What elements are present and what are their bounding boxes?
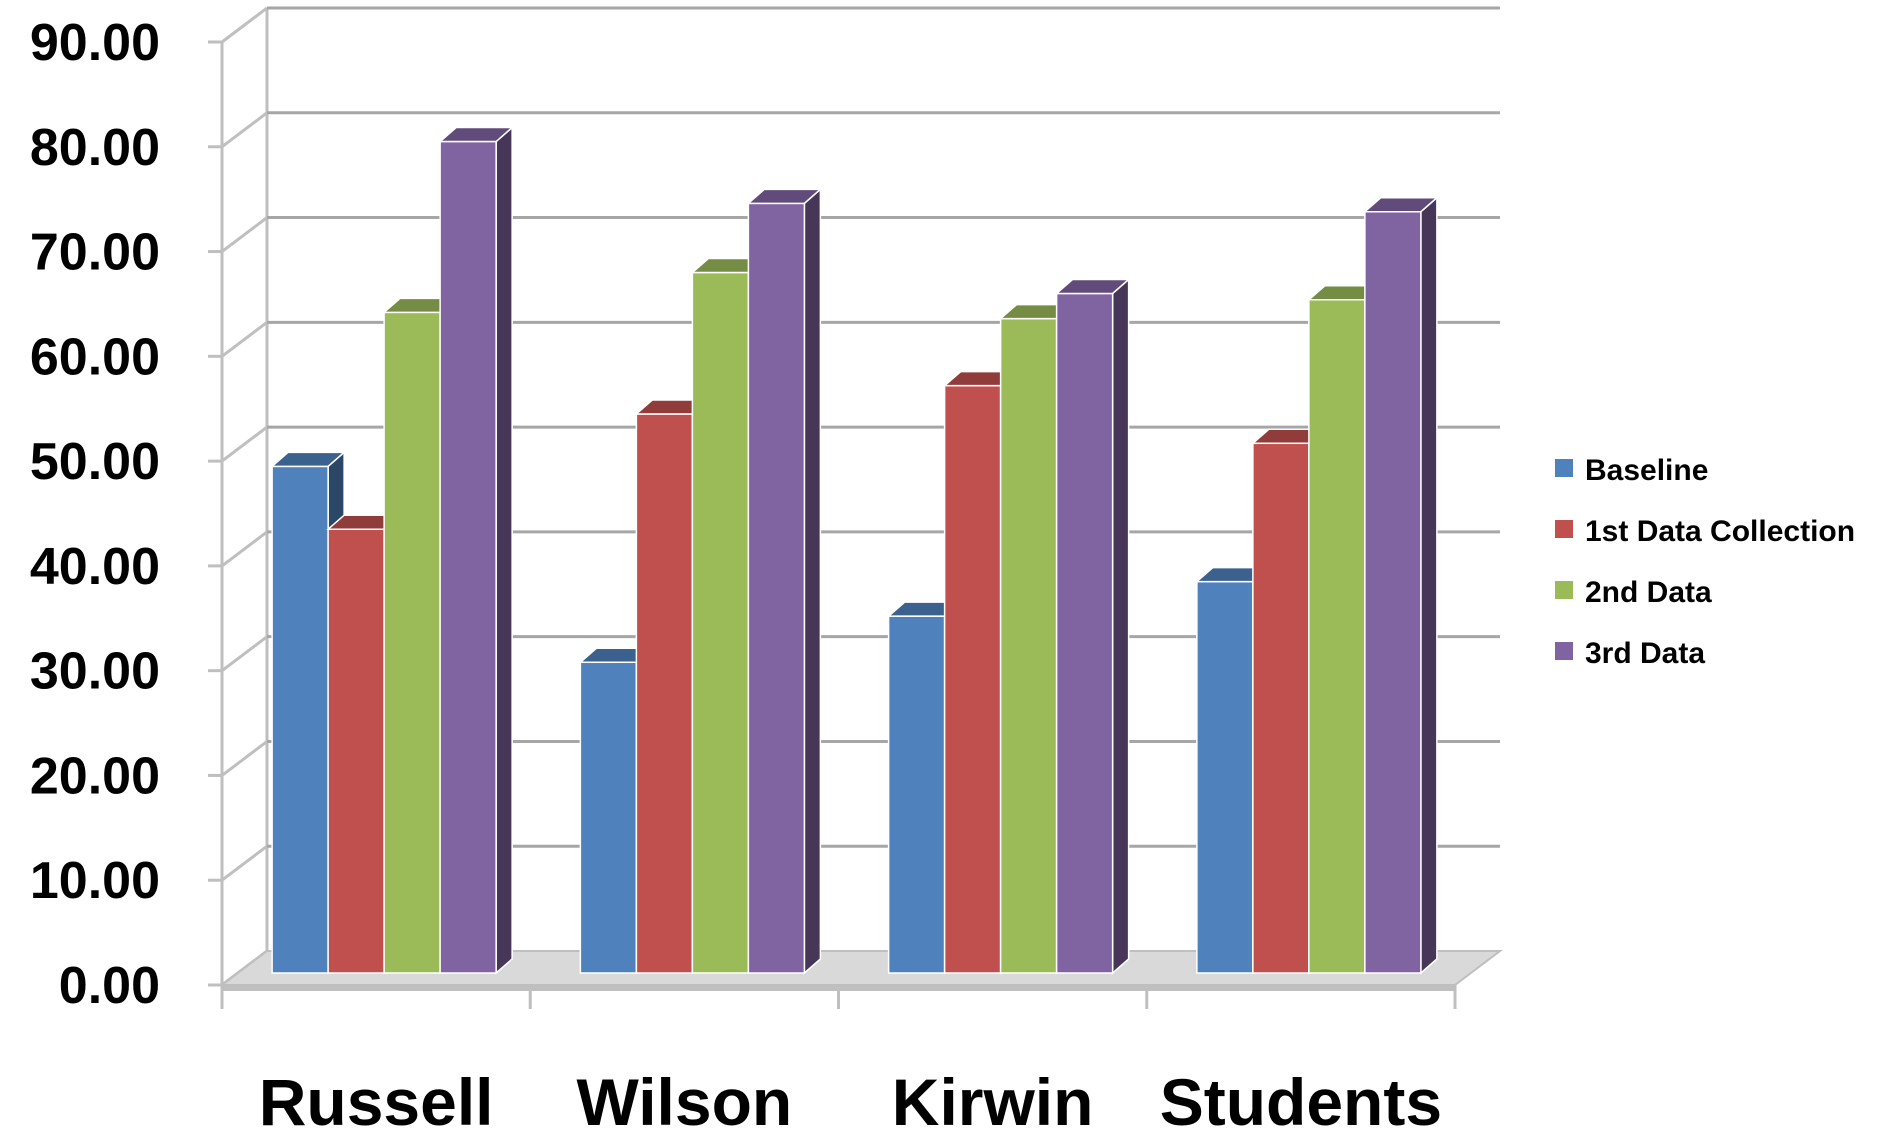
- y-tick-label: 10.00: [30, 852, 160, 910]
- bar-front: [1252, 442, 1310, 974]
- bar-front: [1055, 292, 1114, 974]
- bar-front: [635, 413, 694, 974]
- x-tick-label: Wilson: [577, 1065, 793, 1131]
- chart-walls: [220, 8, 269, 985]
- y-tick-label: 50.00: [30, 433, 160, 491]
- bar-front: [383, 311, 441, 974]
- y-tick-label: 60.00: [30, 328, 160, 386]
- gridline-side: [221, 216, 268, 253]
- gridline-side: [221, 530, 268, 568]
- bar-front: [271, 465, 329, 974]
- x-tick-label: Russell: [259, 1065, 494, 1131]
- y-tick-label: 0.00: [59, 957, 160, 1015]
- bar-side: [803, 187, 822, 975]
- x-tick-label: Students: [1160, 1065, 1442, 1131]
- bar: [1362, 196, 1439, 975]
- bar-top: [746, 188, 823, 205]
- bar-front: [1364, 210, 1422, 974]
- legend-label: 1st Data Collection: [1585, 515, 1855, 548]
- y-tick-label: 30.00: [30, 643, 160, 701]
- gridline-side: [221, 321, 268, 358]
- bar-front: [1308, 299, 1366, 974]
- gridline-side: [221, 425, 268, 463]
- bar-front: [999, 317, 1058, 974]
- bar-top: [1054, 278, 1131, 295]
- legend-swatch: [1555, 642, 1573, 660]
- bar-front: [943, 384, 1002, 974]
- bar-front: [691, 271, 750, 974]
- x-tick-label: Kirwin: [892, 1065, 1094, 1131]
- bar-top: [438, 126, 515, 143]
- bar-front: [747, 202, 806, 974]
- bar-front: [1196, 580, 1254, 974]
- bar-side: [495, 125, 513, 975]
- legend-swatch: [1555, 581, 1573, 599]
- y-tick-label: 90.00: [30, 14, 160, 72]
- legend-label: 2nd Data: [1585, 576, 1712, 609]
- bar-top: [1362, 196, 1439, 213]
- y-tick-label: 40.00: [30, 538, 160, 596]
- bar: [746, 187, 823, 975]
- y-tick-label: 70.00: [30, 224, 160, 282]
- gridline-side: [221, 845, 268, 882]
- bar-front: [327, 528, 385, 974]
- bar: [1054, 277, 1131, 975]
- legend-label: 3rd Data: [1585, 637, 1705, 670]
- gridline-side: [221, 740, 268, 777]
- bar: [438, 125, 515, 975]
- y-axis: 0.00 10.00 20.00 30.00 40.00 50.00 60.00 70.00 8…: [30, 14, 160, 1015]
- x-axis: Russell Wilson Kirwin Students: [220, 985, 1457, 1131]
- y-tick-label: 80.00: [30, 119, 160, 177]
- legend-swatch: [1555, 520, 1573, 538]
- bar-front: [579, 661, 638, 974]
- bar-side: [1111, 277, 1130, 975]
- gridline-side: [221, 6, 268, 44]
- legend: Baseline 1st Data Collection 2nd Data 3rd D…: [1555, 454, 1855, 670]
- legend-swatch: [1555, 459, 1573, 477]
- bar-top: [270, 451, 347, 468]
- legend-label: Baseline: [1585, 454, 1708, 487]
- bar-front: [887, 615, 946, 974]
- gridline-side: [221, 111, 268, 148]
- y-tick-label: 20.00: [30, 747, 160, 805]
- bar-front: [439, 140, 497, 974]
- gridline-side: [221, 635, 268, 672]
- bar-side: [1420, 196, 1438, 975]
- bars: [270, 125, 1439, 975]
